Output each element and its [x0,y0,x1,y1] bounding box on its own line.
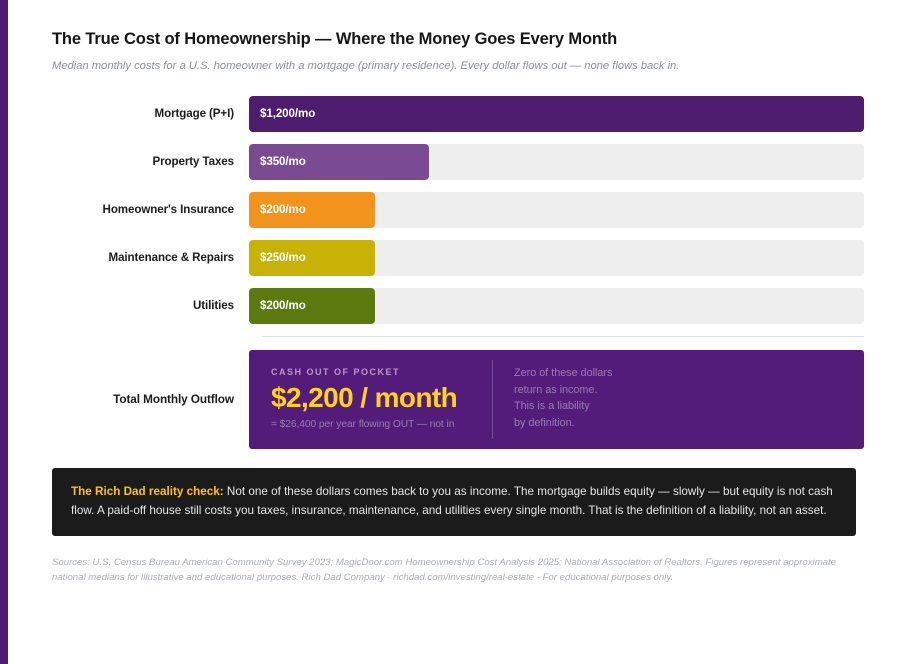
bar-value-property-taxes: $350/mo [260,155,306,169]
sources-footnote: Sources: U.S. Census Bureau American Com… [52,556,837,584]
bar-label-property-taxes: Property Taxes [152,155,234,169]
bar-label-utilities: Utilities [193,299,234,313]
bar-value-homeowners-insurance: $200/mo [260,203,306,217]
bar-value-utilities: $200/mo [260,299,306,313]
total-label: Total Monthly Outflow [113,392,234,407]
total-amount: $2,200 / month [271,381,458,413]
bar-track-mortgage: $1,200/mo [249,95,864,132]
infographic-page: The True Cost of Homeownership — Where t… [8,0,900,664]
reality-check-lead: The Rich Dad reality check: [71,484,224,498]
bar-track-utilities: $200/mo [249,287,864,324]
bar-fill-mortgage: $1,200/mo [249,95,864,132]
bar-row: Maintenance & Repairs $250/mo [52,239,864,276]
reality-check-body: Not one of these dollars comes back to y… [71,484,833,518]
total-divider-rule [52,335,864,337]
left-accent-stripe [0,0,8,664]
bar-label-homeowners-insurance: Homeowner's Insurance [102,203,235,217]
bar-value-maintenance-repairs: $250/mo [260,251,306,265]
total-note-line-1: Zero of these dollars [514,366,613,379]
total-note-line-4: by definition. [514,417,575,430]
bar-fill-property-taxes: $350/mo [249,143,429,180]
total-row: Total Monthly Outflow CASH OUT OF POCKET… [52,349,864,449]
bar-fill-maintenance-repairs: $250/mo [249,239,376,276]
total-kicker: CASH OUT OF POCKET [271,366,401,377]
total-note-line-3: This is a liability [514,400,590,413]
page-subtitle: Median monthly costs for a U.S. homeowne… [52,59,680,72]
total-note-line-2: return as income. [514,383,598,396]
panel-vertical-divider [492,359,493,439]
bar-row: Homeowner's Insurance $200/mo [52,191,864,228]
bar-label-maintenance-repairs: Maintenance & Repairs [108,251,235,265]
total-note: Zero of these dollars return as income. … [493,350,864,449]
total-main: CASH OUT OF POCKET $2,200 / month = $26,… [249,350,492,449]
bar-fill-homeowners-insurance: $200/mo [249,191,376,228]
bar-value-mortgage: $1,200/mo [260,107,316,121]
bar-track-property-taxes: $350/mo [249,143,864,180]
bar-track-homeowners-insurance: $200/mo [249,191,864,228]
total-annual-sub: = $26,400 per year flowing OUT — not in [271,419,455,431]
reality-check-callout: The Rich Dad reality check: Not one of t… [52,467,856,536]
bar-track-maintenance-repairs: $250/mo [249,239,864,276]
bar-fill-utilities: $200/mo [249,287,376,324]
bar-row: Utilities $200/mo [52,287,864,324]
bar-row: Property Taxes $350/mo [52,143,864,180]
bar-label-mortgage: Mortgage (P+I) [154,107,235,121]
bar-row: Mortgage (P+I) $1,200/mo [52,95,864,132]
cost-bar-chart: Mortgage (P+I) $1,200/mo Property Taxes … [52,95,864,449]
total-outflow-panel: CASH OUT OF POCKET $2,200 / month = $26,… [249,349,864,449]
horizontal-rule [262,335,864,337]
page-title: The True Cost of Homeownership — Where t… [52,30,618,48]
